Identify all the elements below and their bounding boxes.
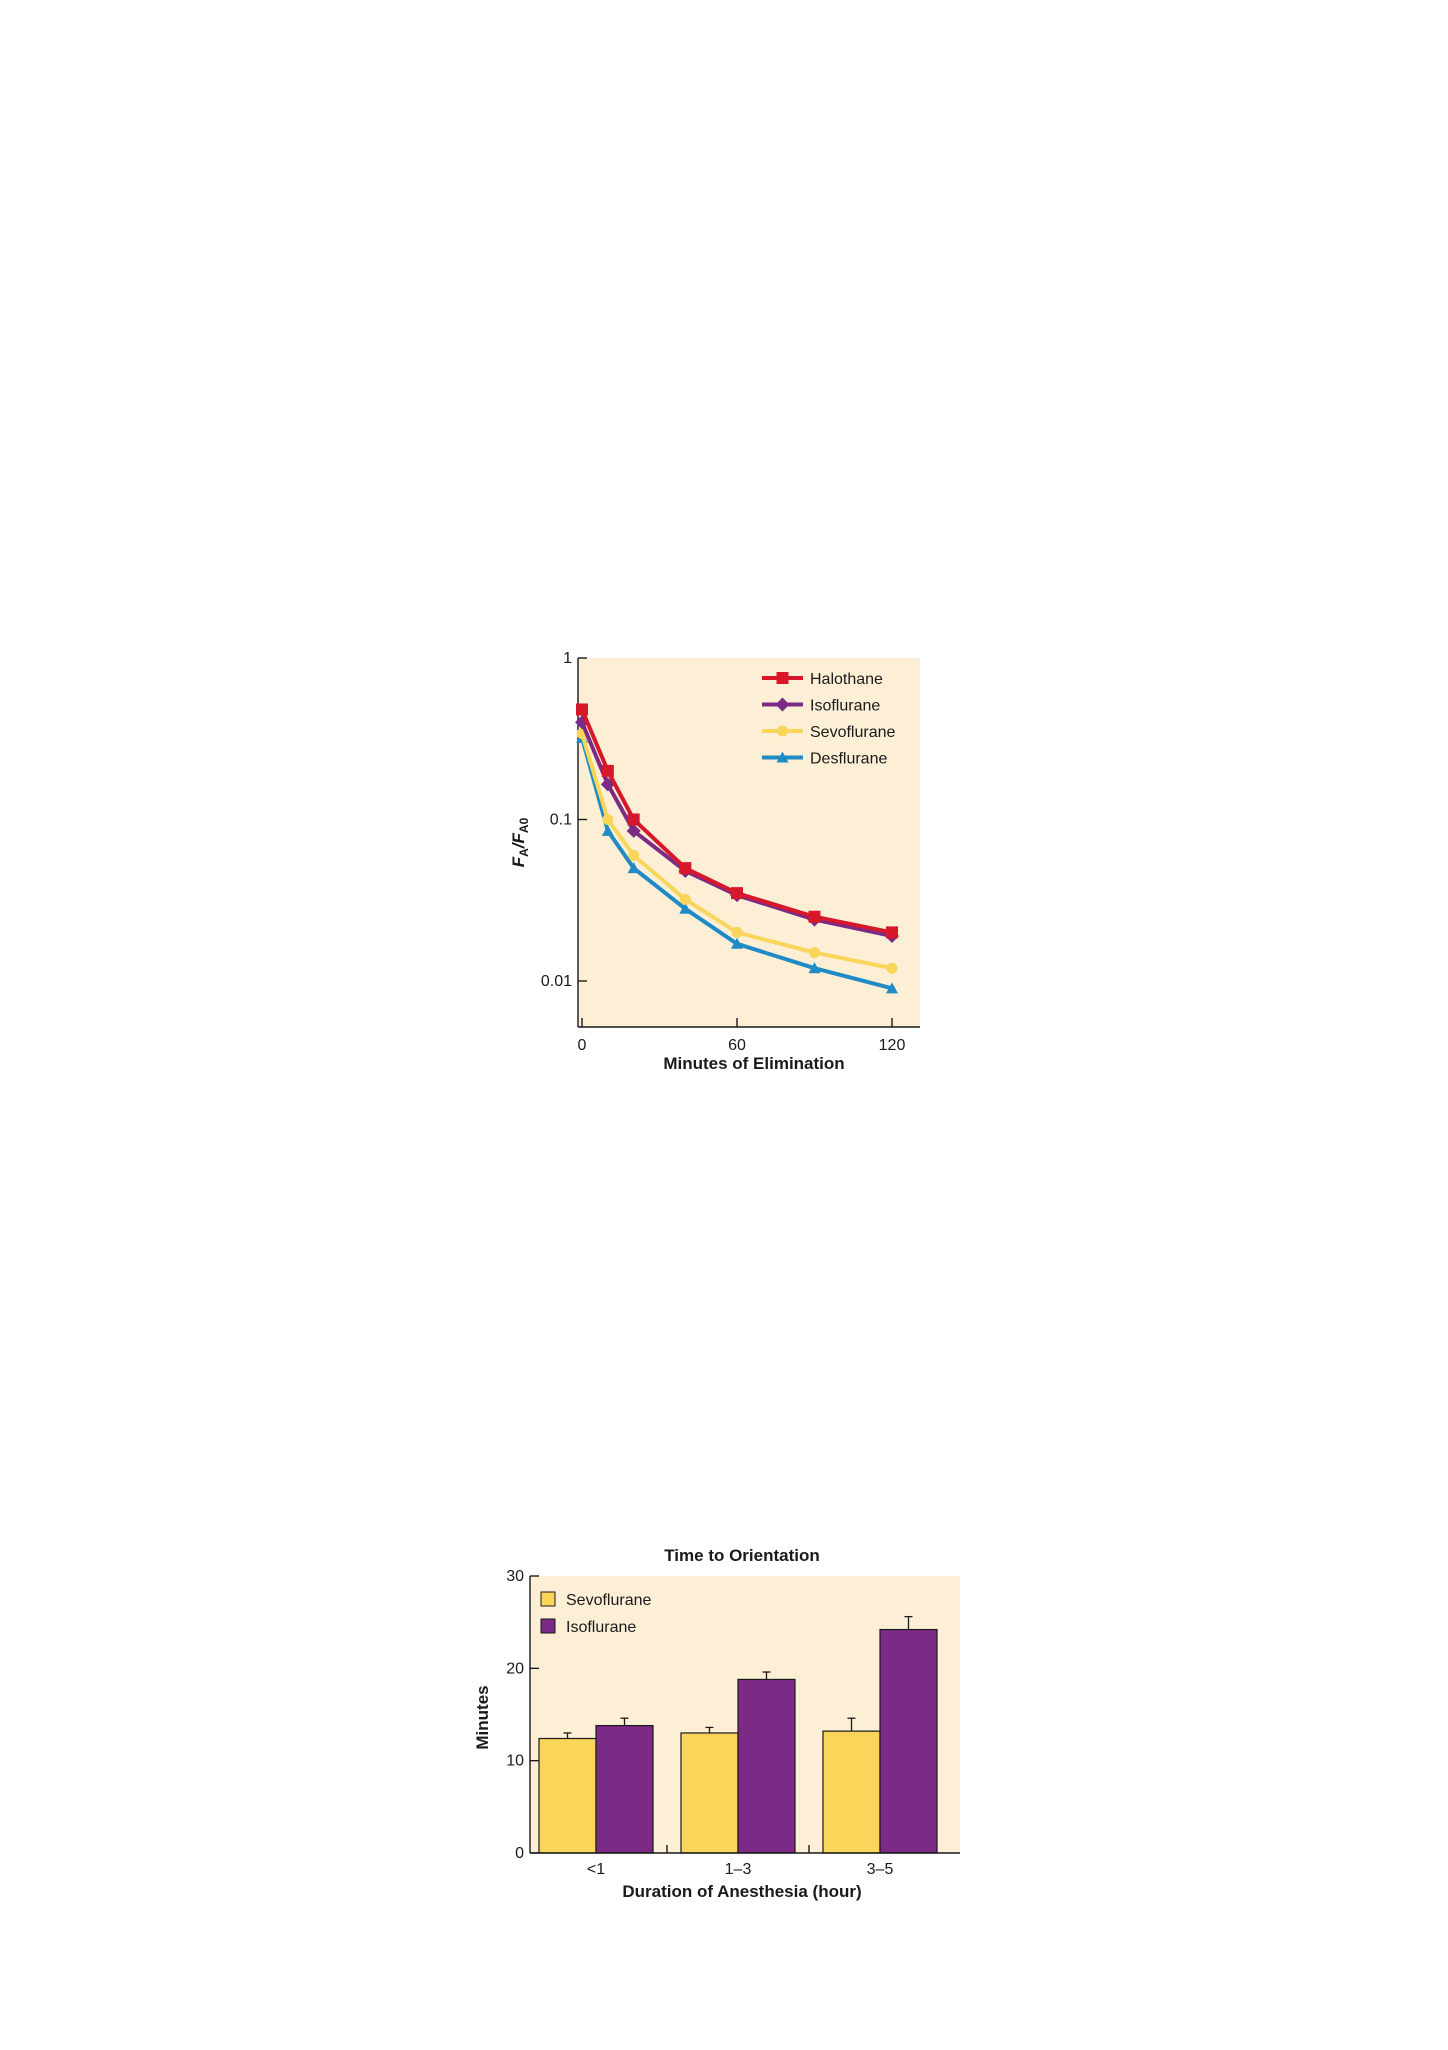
y-tick-label: 1 [563, 650, 572, 667]
legend-label: Isoflurane [810, 698, 880, 715]
data-point [808, 962, 821, 974]
legend-label: Sevoflurane [566, 1592, 651, 1609]
legend: Sevoflurane Isoflurane [540, 1591, 651, 1636]
bar [680, 1732, 739, 1854]
data-point [626, 823, 641, 838]
x-tick-label: 3–5 [867, 1861, 894, 1878]
x-tick-label: 120 [879, 1037, 906, 1054]
x-ticks: <1 1–3 3–5 [587, 1845, 894, 1878]
legend-item-sevoflurane: Sevoflurane [762, 724, 895, 741]
chart-title: Time to Orientation [664, 1546, 820, 1565]
legend-label: Sevoflurane [810, 724, 895, 741]
bar-isoflurane [737, 1671, 796, 1854]
data-point [601, 824, 614, 836]
legend-swatch-marker [776, 751, 789, 763]
x-tick-label: <1 [587, 1861, 605, 1878]
bar [737, 1678, 796, 1854]
legend-item-desflurane: Desflurane [762, 751, 887, 768]
bar [595, 1724, 654, 1854]
data-point [731, 937, 743, 949]
y-axis-title-sub2: A0 [517, 817, 531, 833]
legend-item-halothane: Halothane [762, 671, 883, 688]
series-halothane [576, 703, 898, 939]
data-point [886, 982, 898, 994]
legend-swatch-marker [776, 672, 789, 684]
bar-sevoflurane [538, 1732, 597, 1854]
bar-isoflurane [879, 1615, 938, 1854]
y-axis-title-sep: /F [509, 832, 528, 849]
legend-swatch [540, 1591, 556, 1607]
legend-label: Isoflurane [566, 1619, 636, 1636]
y-axis-title: Minutes [473, 1685, 492, 1749]
data-point [628, 849, 640, 861]
bars-group [538, 1615, 938, 1854]
data-point [731, 926, 743, 938]
bar [822, 1730, 881, 1854]
legend-label: Desflurane [810, 751, 887, 768]
data-point [679, 893, 691, 905]
y-tick-label: 10 [506, 1753, 524, 1770]
plot-background [578, 658, 920, 1027]
x-tick-label: 1–3 [725, 1861, 752, 1878]
y-axis-title: FA/FA0 [509, 817, 531, 867]
elimination-chart: 0.01 0.1 1 0 60 120 Halothane Isoflurane Sevof… [509, 650, 920, 1073]
y-tick-label: 30 [506, 1568, 524, 1585]
y-tick-label: 0.1 [550, 812, 572, 829]
y-tick-label: 0 [515, 1845, 524, 1862]
bar-sevoflurane [822, 1717, 881, 1854]
x-axis-title: Duration of Anesthesia (hour) [622, 1882, 861, 1901]
legend: Halothane Isoflurane Sevoflurane Desflurane [762, 671, 895, 768]
data-point [679, 862, 692, 875]
bar-isoflurane [595, 1717, 654, 1854]
y-ticks: 0.01 0.1 1 [541, 650, 587, 990]
data-point [809, 947, 820, 959]
data-point [679, 902, 692, 914]
x-tick-label: 60 [728, 1037, 746, 1054]
legend-item-sevoflurane: Sevoflurane [540, 1591, 651, 1609]
data-point [808, 910, 821, 923]
x-tick-label: 0 [578, 1037, 587, 1054]
legend-swatch-marker [775, 697, 790, 712]
y-tick-label: 20 [506, 1660, 524, 1677]
bar [538, 1737, 597, 1854]
series-sevoflurane [576, 728, 898, 974]
data-point [576, 703, 588, 716]
bar [879, 1628, 938, 1854]
legend-swatch-marker [777, 725, 788, 737]
y-axis-title-sub1: A [517, 848, 531, 857]
data-point [601, 764, 614, 777]
data-point [886, 962, 898, 974]
data-point [627, 813, 640, 826]
x-axis-title: Minutes of Elimination [663, 1054, 844, 1073]
bar-sevoflurane [680, 1726, 739, 1854]
data-point [731, 887, 743, 900]
y-axis-title-main: F [509, 856, 528, 867]
series-group [575, 703, 899, 994]
y-ticks: 0 10 20 30 [506, 1568, 539, 1862]
legend-item-isoflurane: Isoflurane [762, 697, 880, 715]
y-tick-label: 0.01 [541, 973, 572, 990]
data-point [602, 814, 614, 825]
legend-label: Halothane [810, 671, 883, 688]
orientation-chart: Time to Orientation 0 10 20 30 <1 1–3 3–5 Sev… [473, 1546, 960, 1901]
data-point [886, 926, 898, 939]
legend-swatch [540, 1618, 556, 1634]
x-ticks: 0 60 120 [578, 1018, 906, 1054]
data-point [627, 862, 640, 874]
legend-item-isoflurane: Isoflurane [540, 1618, 636, 1636]
